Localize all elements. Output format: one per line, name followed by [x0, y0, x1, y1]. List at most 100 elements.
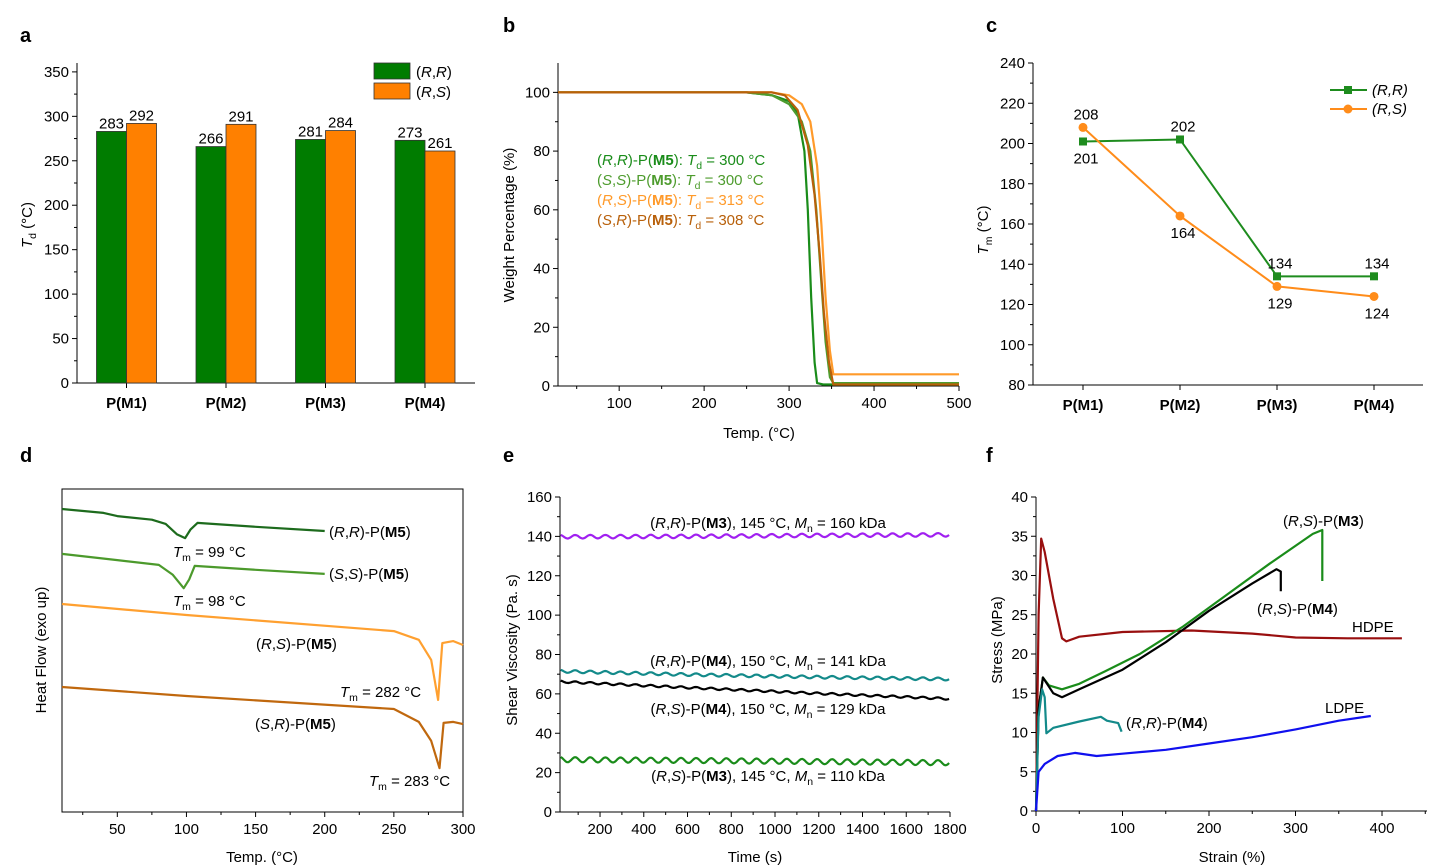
y-tick-label: 30	[1011, 568, 1028, 585]
y-tick-label: 140	[1000, 256, 1025, 273]
y-tick-label: 240	[1000, 55, 1025, 72]
x-tick-label: 300	[1283, 820, 1308, 837]
x-tick-label: 200	[1196, 820, 1221, 837]
y-tick-label: 0	[544, 804, 552, 821]
panel-label-c: c	[986, 15, 997, 37]
y-tick-label: 40	[533, 261, 550, 278]
category-label: P(M2)	[1160, 397, 1201, 414]
y-tick-label: 20	[1011, 646, 1028, 663]
x-axis-title: Time (s)	[728, 849, 782, 866]
category-label: P(M3)	[1257, 397, 1298, 414]
y-tick-label: 160	[527, 489, 552, 506]
y-tick-label: 20	[535, 765, 552, 782]
panel-label-b: b	[503, 15, 515, 37]
series-label: (R,R)-P(M4)	[1126, 715, 1208, 732]
x-axis-title: Temp. (°C)	[723, 425, 795, 442]
y-tick-label: 60	[533, 202, 550, 219]
panel-c-axes	[1028, 62, 1423, 386]
bar-value-label: 291	[228, 108, 253, 125]
legend-label: (R,R)	[1372, 82, 1408, 99]
y-tick-label: 80	[533, 143, 550, 160]
y-axis-title: Shear Viscosity (Pa. s)	[504, 574, 521, 725]
y-tick-label: 180	[1000, 176, 1025, 193]
legend-marker-square	[1344, 86, 1352, 94]
y-tick-label: 350	[44, 64, 69, 81]
bar-rs-P(M3)	[325, 130, 356, 384]
viscosity-curve	[560, 679, 950, 701]
x-tick-label: 1000	[758, 821, 791, 838]
x-tick-label: 1200	[802, 821, 835, 838]
y-axis-title: Weight Percentage (%)	[501, 148, 518, 303]
legend-label: (R,S)	[416, 84, 451, 101]
category-label: P(M4)	[405, 395, 446, 412]
series-annotation: (R,S)-P(M5): Td = 313 °C	[597, 192, 765, 212]
y-tick-label: 150	[44, 242, 69, 259]
series-label: (R,S)-P(M5)	[256, 636, 337, 653]
series-annotation: (R,R)-P(M5): Td = 300 °C	[597, 152, 765, 172]
data-label: 134	[1364, 255, 1389, 272]
x-tick-label: 0	[1032, 820, 1040, 837]
series-annotation: (S,R)-P(M5): Td = 308 °C	[597, 212, 765, 232]
y-tick-label: 100	[44, 286, 69, 303]
x-tick-label: 50	[109, 821, 126, 838]
bar-value-label: 292	[129, 107, 154, 124]
series-line	[1082, 126, 1375, 298]
y-tick-label: 25	[1011, 607, 1028, 624]
series-label: (R,S)-P(M3), 145 °C, Mn = 110 kDa	[651, 768, 885, 788]
data-point-square	[1273, 272, 1281, 281]
x-tick-label: 100	[607, 395, 632, 412]
y-tick-label: 50	[52, 331, 69, 348]
viscosity-curve	[560, 531, 950, 540]
data-label: 129	[1267, 295, 1292, 312]
dsc-curve	[61, 602, 464, 702]
bar-rr-P(M1)	[96, 131, 127, 384]
y-tick-label: 100	[527, 607, 552, 624]
category-label: P(M1)	[1063, 397, 1104, 414]
x-axis-title: Strain (%)	[1199, 849, 1266, 866]
series-label: (R,S)-P(M3)	[1283, 513, 1364, 530]
stress-strain-curve	[1034, 688, 1123, 812]
data-point-square	[1370, 272, 1378, 281]
category-label: P(M1)	[106, 395, 147, 412]
y-axis-title: Heat Flow (exo up)	[33, 587, 50, 714]
y-tick-label: 80	[1008, 377, 1025, 394]
legend-swatch	[373, 82, 411, 100]
bar-value-label: 283	[99, 115, 124, 132]
x-tick-label: 150	[243, 821, 268, 838]
y-tick-label: 0	[61, 375, 69, 392]
y-tick-label: 35	[1011, 528, 1028, 545]
y-tick-label: 0	[542, 378, 550, 395]
data-label: 208	[1073, 106, 1098, 123]
panel-b-axes	[553, 63, 960, 391]
y-tick-label: 200	[1000, 136, 1025, 153]
data-point-circle	[1272, 281, 1282, 291]
stress-strain-curve	[1034, 537, 1402, 812]
legend-swatch	[373, 62, 411, 80]
data-point-square	[1079, 137, 1087, 146]
y-tick-label: 15	[1011, 685, 1028, 702]
bar-value-label: 281	[298, 123, 323, 140]
x-tick-label: 200	[588, 821, 613, 838]
viscosity-curve	[560, 668, 950, 682]
x-tick-label: 500	[946, 395, 971, 412]
x-tick-label: 100	[174, 821, 199, 838]
y-tick-label: 0	[1020, 803, 1028, 820]
x-tick-label: 400	[862, 395, 887, 412]
y-axis-title: Td (°C)	[19, 202, 39, 248]
x-tick-label: 250	[381, 821, 406, 838]
bar-value-label: 273	[397, 124, 422, 141]
series-label: (R,R)-P(M5)	[329, 524, 411, 541]
series-annotation: (S,S)-P(M5): Td = 300 °C	[597, 172, 764, 192]
legend-label: (R,S)	[1372, 101, 1407, 118]
x-tick-label: 1400	[846, 821, 879, 838]
x-tick-label: 200	[312, 821, 337, 838]
series-label: (R,S)-P(M4)	[1257, 601, 1338, 618]
data-label: 202	[1170, 118, 1195, 135]
x-tick-label: 100	[1110, 820, 1135, 837]
x-tick-label: 600	[675, 821, 700, 838]
series-label: (S,S)-P(M5)	[329, 566, 409, 583]
data-label: 124	[1364, 305, 1389, 322]
bar-rr-P(M4)	[394, 139, 426, 384]
series-label: (R,R)-P(M3), 145 °C, Mn = 160 kDa	[650, 515, 886, 535]
legend-label: (R,R)	[416, 64, 452, 81]
